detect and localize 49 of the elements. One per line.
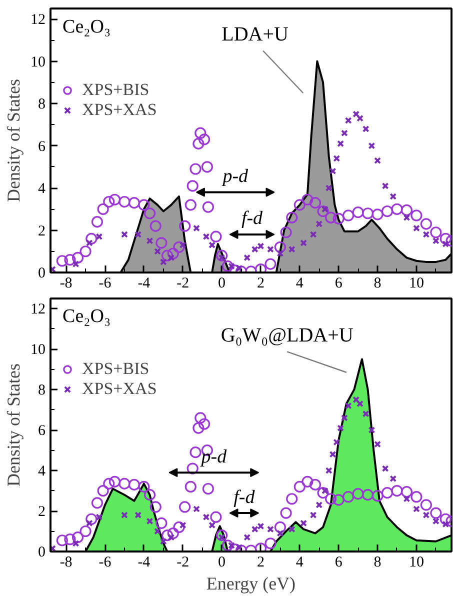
x-tick-label: 10 xyxy=(408,276,424,292)
legend-label: XPS+BIS xyxy=(82,359,150,379)
y-tick-label: 6 xyxy=(38,423,46,440)
legend-label: XPS+XAS xyxy=(82,379,157,399)
y-tick-label: 6 xyxy=(38,138,46,155)
x-tick-label: 4 xyxy=(296,276,304,292)
y-tick-label: 2 xyxy=(38,223,46,240)
y-tick-label: 10 xyxy=(30,342,46,358)
y-tick-label: 12 xyxy=(30,12,46,28)
y-tick-label: 4 xyxy=(38,464,46,480)
x-tick-label: -4 xyxy=(138,554,151,570)
annotation: Ce₂O₃ xyxy=(62,306,111,328)
x-tick-label: -4 xyxy=(138,276,151,292)
y-tick-label: 12 xyxy=(30,302,46,318)
x-tick-label: 2 xyxy=(256,554,264,570)
annotation: LDA+U xyxy=(222,23,289,46)
x-tick-label: 6 xyxy=(334,554,343,570)
y-tick-label: 4 xyxy=(38,181,46,198)
annotation: f-d xyxy=(234,486,256,508)
x-tick-label: 2 xyxy=(256,276,264,292)
x-tick-label: 0 xyxy=(218,554,226,570)
annotation: p-d xyxy=(220,166,249,187)
y-tick-label: 8 xyxy=(38,382,46,399)
y-tick-label: 0 xyxy=(38,266,46,282)
y-tick-label: 0 xyxy=(38,544,46,560)
x-tick-label: -8 xyxy=(60,554,72,570)
x-tick-label: 6 xyxy=(334,276,343,292)
annotation: p-d xyxy=(199,446,228,468)
annotation: G₀W₀@LDA+U xyxy=(220,324,354,347)
x-tick-label: 4 xyxy=(296,554,304,570)
legend-label: XPS+XAS xyxy=(82,100,157,120)
legend-label: XPS+BIS xyxy=(82,80,150,100)
y-tick-label: 8 xyxy=(38,96,46,113)
x-tick-label: -2 xyxy=(176,276,190,292)
x-tick-label: -6 xyxy=(98,276,112,292)
x-tick-label: 8 xyxy=(374,554,382,570)
x-tick-label: 8 xyxy=(374,276,382,292)
y-axis-title: Density of States xyxy=(4,78,24,202)
y-tick-label: 10 xyxy=(30,54,46,70)
x-tick-label: -2 xyxy=(176,554,190,570)
x-tick-label: -8 xyxy=(60,276,72,292)
annotation: f-d xyxy=(241,208,264,230)
y-tick-label: 2 xyxy=(38,504,46,520)
x-tick-label: -6 xyxy=(98,554,112,570)
x-axis-title: Energy (eV) xyxy=(206,574,296,594)
y-axis-title: Density of States xyxy=(4,363,24,486)
x-tick-label: 10 xyxy=(408,554,424,570)
x-tick-label: 0 xyxy=(218,276,226,292)
annotation: Ce₂O₃ xyxy=(62,16,111,38)
